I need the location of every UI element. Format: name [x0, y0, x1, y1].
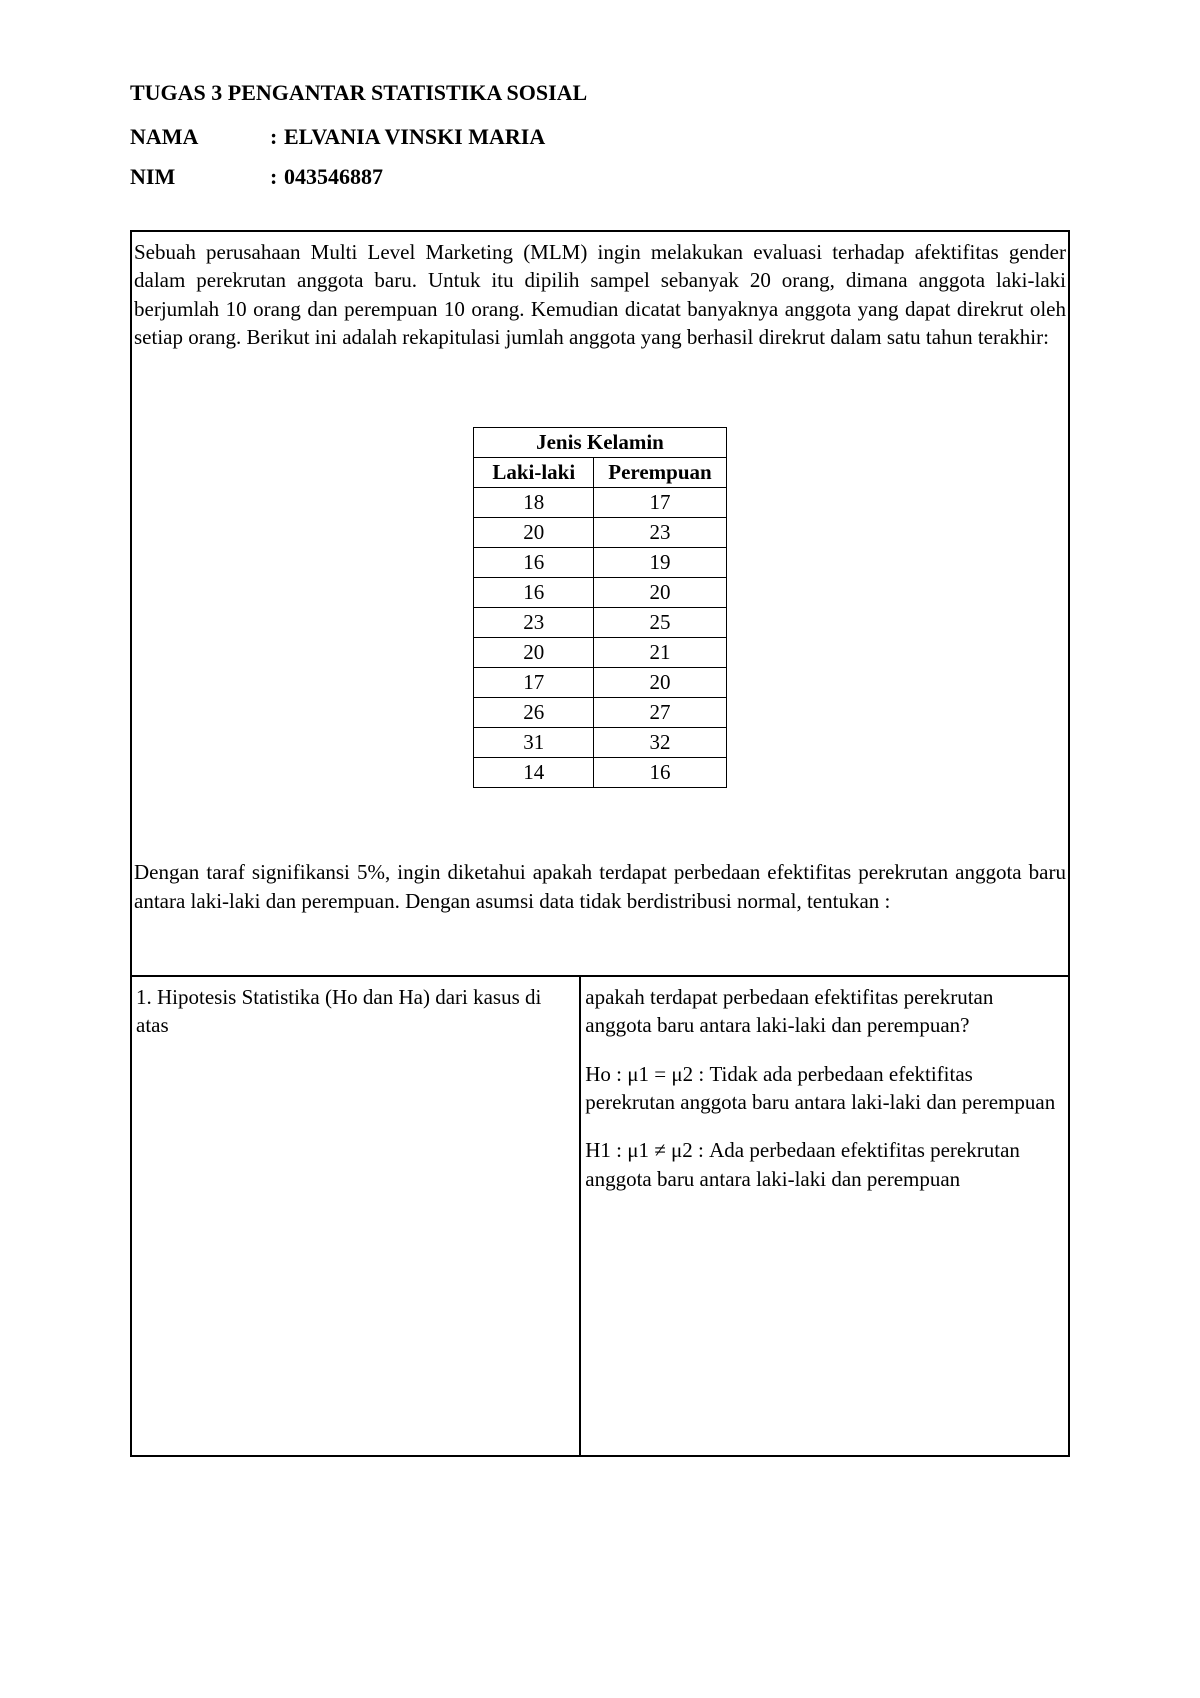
data-table: Jenis Kelamin Laki-laki Perempuan 181720… — [473, 427, 726, 788]
table-cell: 17 — [474, 668, 594, 698]
table-cell: 27 — [594, 698, 726, 728]
table-cell: 16 — [594, 758, 726, 788]
table-header-top: Jenis Kelamin — [474, 428, 726, 458]
meta-nama: NAMA : ELVANIA VINSKI MARIA — [130, 124, 1070, 150]
table-cell: 16 — [474, 578, 594, 608]
table-cell: 21 — [594, 638, 726, 668]
answer-left-cell: 1. Hipotesis Statistika (Ho dan Ha) dari… — [132, 977, 581, 1455]
table-row: 2023 — [474, 518, 726, 548]
table-cell: 20 — [594, 668, 726, 698]
table-cell: 32 — [594, 728, 726, 758]
col-male: Laki-laki — [474, 458, 594, 488]
table-cell: 31 — [474, 728, 594, 758]
table-cell: 17 — [594, 488, 726, 518]
colon: : — [270, 124, 284, 150]
table-header-row-top: Jenis Kelamin — [474, 428, 726, 458]
table-body: 1817202316191620232520211720262731321416 — [474, 488, 726, 788]
table-cell: 14 — [474, 758, 594, 788]
answer-table: 1. Hipotesis Statistika (Ho dan Ha) dari… — [132, 975, 1068, 1455]
nama-value: ELVANIA VINSKI MARIA — [284, 124, 1070, 150]
table-row: 1817 — [474, 488, 726, 518]
nim-value: 043546887 — [284, 164, 1070, 190]
table-row: 1416 — [474, 758, 726, 788]
table-header-row-cols: Laki-laki Perempuan — [474, 458, 726, 488]
content-box: Sebuah perusahaan Multi Level Marketing … — [130, 230, 1070, 1457]
table-row: 2325 — [474, 608, 726, 638]
table-row: 1620 — [474, 578, 726, 608]
nama-label: NAMA — [130, 124, 270, 150]
answer-p2: Ho : μ1 = μ2 : Tidak ada perbedaan efekt… — [585, 1060, 1064, 1117]
table-row: 1619 — [474, 548, 726, 578]
data-table-container: Jenis Kelamin Laki-laki Perempuan 181720… — [132, 427, 1068, 788]
table-cell: 23 — [594, 518, 726, 548]
answer-p1: apakah terdapat perbedaan efektifitas pe… — [585, 983, 1064, 1040]
table-cell: 26 — [474, 698, 594, 728]
meta-nim: NIM : 043546887 — [130, 164, 1070, 190]
intro-paragraph: Sebuah perusahaan Multi Level Marketing … — [132, 232, 1068, 357]
table-cell: 20 — [474, 518, 594, 548]
table-row: 2021 — [474, 638, 726, 668]
table-cell: 18 — [474, 488, 594, 518]
table-cell: 20 — [594, 578, 726, 608]
question-paragraph: Dengan taraf signifikansi 5%, ingin dike… — [132, 858, 1068, 975]
table-row: 3132 — [474, 728, 726, 758]
col-female: Perempuan — [594, 458, 726, 488]
document-page: TUGAS 3 PENGANTAR STATISTIKA SOSIAL NAMA… — [0, 0, 1200, 1517]
table-row: 2627 — [474, 698, 726, 728]
answer-p3: H1 : μ1 ≠ μ2 : Ada perbedaan efektifitas… — [585, 1136, 1064, 1193]
colon: : — [270, 164, 284, 190]
table-row: 1720 — [474, 668, 726, 698]
table-cell: 19 — [594, 548, 726, 578]
page-title: TUGAS 3 PENGANTAR STATISTIKA SOSIAL — [130, 80, 1070, 106]
table-cell: 20 — [474, 638, 594, 668]
table-cell: 16 — [474, 548, 594, 578]
nim-label: NIM — [130, 164, 270, 190]
table-cell: 23 — [474, 608, 594, 638]
table-cell: 25 — [594, 608, 726, 638]
answer-right-cell: apakah terdapat perbedaan efektifitas pe… — [581, 977, 1068, 1455]
